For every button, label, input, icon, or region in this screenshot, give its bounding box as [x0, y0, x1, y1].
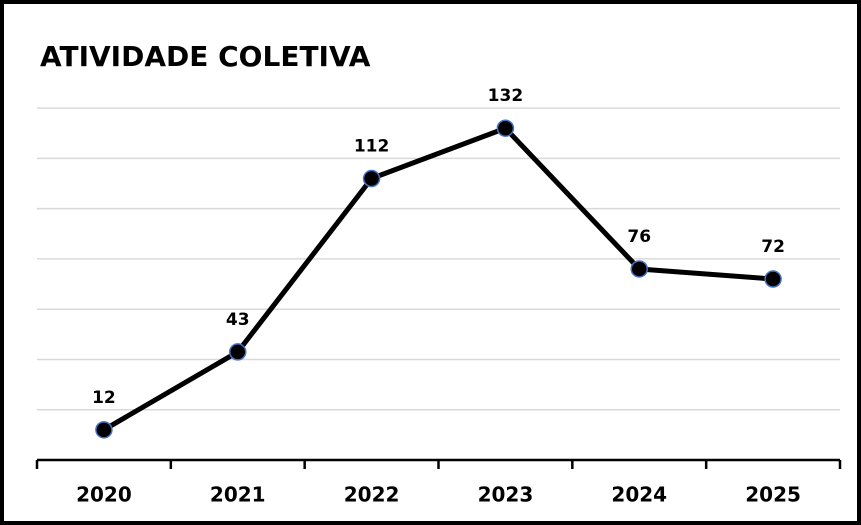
x-tick-label: 2022	[344, 483, 400, 507]
marker	[95, 421, 113, 439]
data-label: 112	[354, 137, 390, 157]
data-label: 43	[226, 310, 250, 330]
x-tick-label: 2021	[210, 483, 266, 507]
marker	[630, 260, 648, 278]
marker	[229, 343, 247, 361]
x-tick-label: 2024	[611, 483, 667, 507]
marker	[362, 169, 381, 188]
x-tick-label: 2025	[745, 483, 801, 507]
line	[102, 125, 774, 433]
data-label: 76	[627, 227, 651, 247]
x-tick-label: 2023	[478, 483, 534, 507]
data-label: 12	[92, 388, 116, 408]
data-label: 72	[761, 237, 785, 257]
data-label: 132	[488, 86, 524, 106]
x-tick-label: 2020	[76, 483, 132, 507]
marker	[496, 119, 515, 137]
marker	[764, 270, 782, 288]
chart-title: ATIVIDADE COLETIVA	[40, 40, 371, 73]
